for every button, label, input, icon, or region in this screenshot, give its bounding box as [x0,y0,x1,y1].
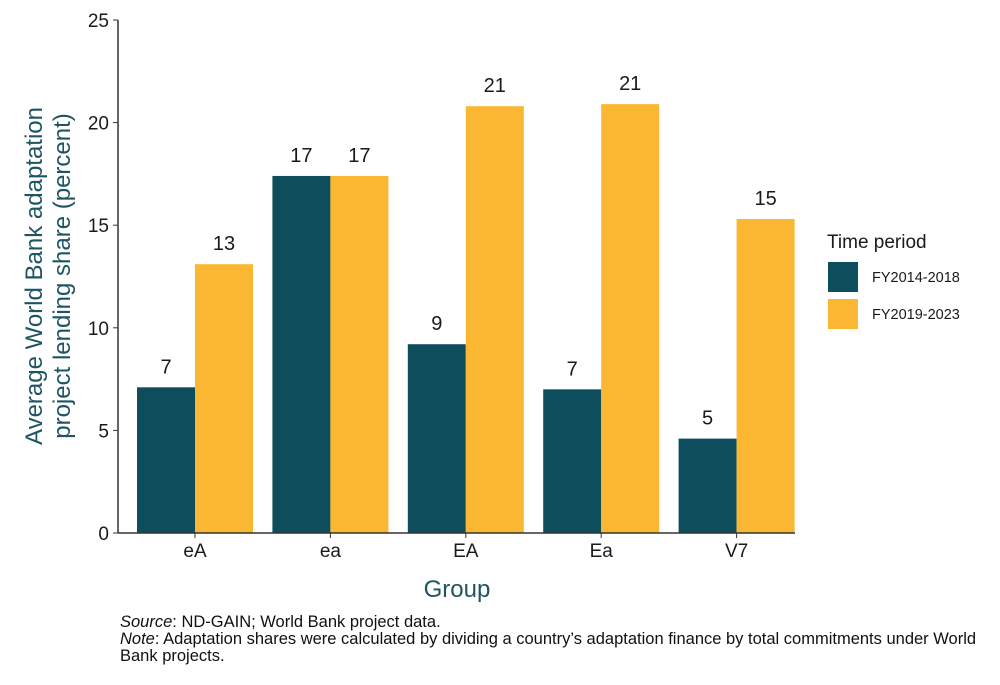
bar-V7-FY2019-2023 [736,219,795,533]
bar-EA-FY2014-2018 [407,344,466,533]
data-label-V7-FY2014-2018: 5 [702,408,713,430]
source-label: Source [120,613,173,631]
legend-swatch-FY2019-2023 [828,299,858,329]
x-tick-label-V7: V7 [725,541,748,562]
data-label-V7-FY2019-2023: 15 [754,188,776,210]
legend-title: Time period [827,232,927,253]
plot-area: 7 13 eA 17 17 ea 9 21 EA 7 21 Ea 5 15 V7 0 5 10 15 20 25 [88,11,795,562]
bar-Ea-FY2014-2018 [543,389,602,533]
bar-Ea-FY2019-2023 [601,104,660,533]
note-line: Note: Adaptation shares were calculated … [120,631,980,665]
x-tick-label-Ea: Ea [590,541,614,562]
note-text: : Adaptation shares were calculated by d… [120,630,977,665]
bar-V7-FY2014-2018 [678,438,737,533]
legend-label-FY2014-2018: FY2014-2018 [872,270,960,286]
x-tick-label-eA: eA [183,541,207,562]
note-label: Note [120,630,155,648]
x-axis-title: Group [424,576,491,603]
y-tick-label-0: 0 [98,524,109,545]
data-label-eA-FY2014-2018: 7 [160,356,171,378]
bar-eA-FY2019-2023 [195,264,253,533]
bar-ea-FY2014-2018 [272,175,331,533]
y-axis-title-line-1: Average World Bank adaptation [21,107,48,445]
data-label-eA-FY2019-2023: 13 [213,233,235,255]
source-line: Source: ND-GAIN; World Bank project data… [120,614,980,631]
y-tick-label-10: 10 [88,319,109,340]
legend-label-FY2019-2023: FY2019-2023 [872,307,960,323]
y-tick-label-15: 15 [88,216,109,237]
y-axis-title: Average World Bank adaptation project le… [21,107,76,445]
data-label-EA-FY2019-2023: 21 [484,75,506,97]
x-tick-label-ea: ea [320,541,342,562]
legend: Time period FY2014-2018 FY2019-2023 [827,232,960,329]
bar-chart: 7 13 eA 17 17 ea 9 21 EA 7 21 Ea 5 15 V7 0 5 10 15 20 25 Gro… [21,11,960,603]
data-label-ea-FY2014-2018: 17 [290,145,312,167]
y-tick-label-25: 25 [88,11,109,32]
source-text: : ND-GAIN; World Bank project data. [172,613,441,631]
y-tick-label-5: 5 [98,421,109,442]
bar-EA-FY2019-2023 [465,106,524,534]
x-tick-label-EA: EA [453,541,479,562]
bar-eA-FY2014-2018 [137,387,195,533]
y-axis-title-line-2: project lending share (percent) [49,113,76,439]
bar-ea-FY2019-2023 [330,175,389,533]
data-label-EA-FY2014-2018: 9 [431,313,442,335]
figure-notes: Source: ND-GAIN; World Bank project data… [120,614,980,665]
data-label-Ea-FY2014-2018: 7 [567,358,578,380]
data-label-Ea-FY2019-2023: 21 [619,73,641,95]
data-label-ea-FY2019-2023: 17 [348,145,370,167]
y-tick-label-20: 20 [88,114,109,135]
legend-swatch-FY2014-2018 [828,262,858,292]
